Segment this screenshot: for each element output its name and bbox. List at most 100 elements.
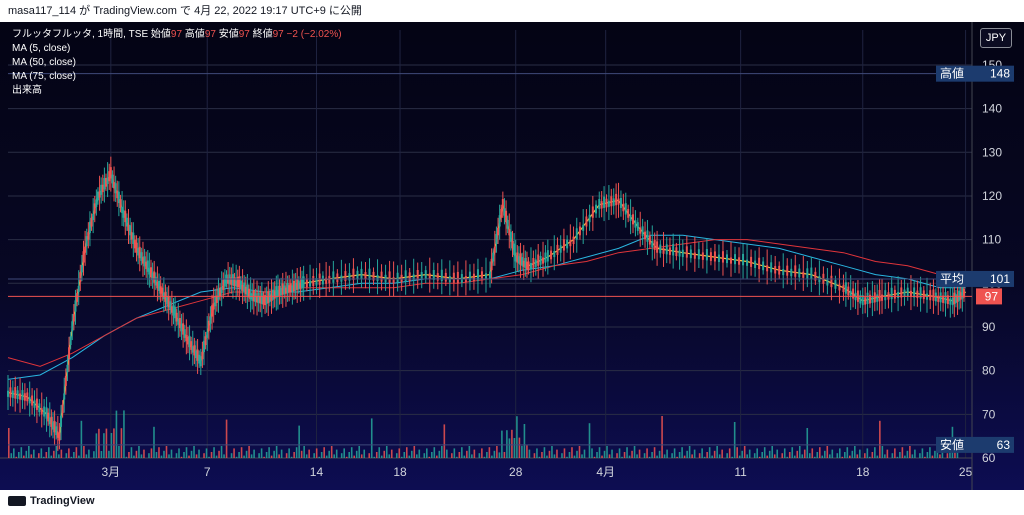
volume-bar: [926, 452, 929, 458]
candle-body: [954, 294, 957, 303]
candle-body: [566, 239, 569, 249]
candle-body: [284, 287, 287, 294]
candle-body: [21, 390, 24, 401]
volume-bar: [591, 448, 593, 458]
candle-body: [19, 393, 22, 400]
volume-bar: [453, 448, 456, 458]
candle-body: [203, 340, 206, 353]
volume-bar: [118, 446, 120, 458]
volume-bar: [713, 450, 716, 458]
volume-bar: [473, 449, 476, 458]
volume-bar: [150, 448, 153, 458]
volume-bar: [103, 433, 105, 458]
volume-bar: [741, 450, 743, 458]
volume-bar: [646, 448, 648, 458]
candle-body: [172, 305, 175, 316]
candle-body: [501, 199, 504, 210]
volume-bar: [110, 433, 113, 458]
volume-bar: [691, 454, 693, 458]
candle-body: [909, 290, 912, 297]
volume-bar: [688, 446, 691, 458]
candle-body: [72, 314, 75, 322]
candle-body: [866, 292, 869, 305]
volume-bar: [380, 455, 383, 458]
volume-bar: [350, 447, 353, 458]
legend-ma75[interactable]: MA (75, close): [12, 71, 76, 82]
volume-bar: [771, 446, 774, 458]
volume-bar: [924, 456, 926, 458]
volume-bar: [503, 452, 506, 458]
volume-bar: [168, 454, 170, 458]
candle-body: [127, 224, 130, 231]
volume-bar: [333, 454, 335, 458]
candle-body: [656, 241, 659, 253]
candle-body: [810, 267, 813, 279]
candle-body: [158, 280, 161, 291]
volume-bar: [400, 456, 403, 458]
candle-body: [87, 232, 90, 240]
legend-ma50[interactable]: MA (50, close): [12, 57, 76, 68]
candle-body: [742, 253, 745, 266]
volume-bar: [801, 454, 804, 458]
candle-body: [750, 256, 753, 267]
tradingview-logo[interactable]: TradingView: [8, 495, 95, 507]
candle-body: [259, 296, 262, 304]
volume-bar: [160, 455, 163, 458]
candle-body: [292, 280, 295, 291]
candle-body: [685, 246, 688, 258]
currency-button[interactable]: JPY: [980, 28, 1012, 48]
candle-body: [170, 306, 173, 313]
legend-ma5[interactable]: MA (5, close): [12, 43, 71, 54]
volume-bar: [821, 455, 824, 458]
volume-bar: [388, 454, 391, 458]
candle-body: [814, 271, 817, 281]
volume-bar: [18, 452, 20, 458]
candle-body: [949, 298, 952, 305]
volume-bar: [796, 450, 799, 458]
volume-bar: [501, 430, 503, 458]
volume-bar: [663, 454, 666, 458]
volume-bar: [518, 437, 521, 458]
x-tick-label: 18: [856, 465, 870, 479]
volume-bar: [721, 449, 723, 458]
candle-body: [50, 416, 53, 427]
volume-bar: [626, 447, 628, 458]
candle-body: [619, 197, 622, 208]
bottom-bar: TradingView: [0, 490, 1024, 515]
candle-body: [890, 287, 893, 300]
volume-bar: [708, 447, 711, 458]
candle-body: [236, 277, 239, 288]
volume-bar: [208, 456, 210, 458]
volume-bar: [498, 452, 501, 458]
chart-area[interactable]: 607080901001101201301401503月71418284月111…: [0, 22, 1024, 490]
volume-bar: [30, 454, 33, 458]
volume-bar: [914, 449, 916, 458]
volume-bar: [548, 450, 551, 458]
candle-body: [798, 268, 801, 278]
candle-body: [48, 418, 51, 425]
candle-body: [937, 295, 940, 302]
candle-body: [582, 224, 585, 231]
volume-bar: [756, 448, 759, 458]
candle-body: [859, 294, 862, 304]
candle-body: [766, 265, 769, 272]
volume-bar: [921, 448, 924, 458]
candle-body: [231, 274, 234, 286]
volume-bar: [115, 410, 118, 458]
candle-body: [725, 254, 728, 264]
candle-body: [376, 275, 379, 282]
candle-body: [641, 226, 644, 237]
volume-bar: [636, 454, 638, 458]
candle-body: [380, 271, 383, 282]
volume-bar: [203, 453, 205, 458]
candle-body: [953, 292, 956, 305]
candle-body: [33, 400, 36, 408]
candle-body: [897, 291, 900, 299]
volume-bar: [360, 454, 363, 458]
volume-bar: [293, 452, 295, 458]
volume-bar: [190, 450, 193, 458]
candle-body: [852, 288, 855, 299]
legend-volume[interactable]: 出来高: [12, 85, 42, 96]
candle-body: [826, 278, 829, 286]
chart-svg[interactable]: 607080901001101201301401503月71418284月111…: [0, 22, 1024, 490]
